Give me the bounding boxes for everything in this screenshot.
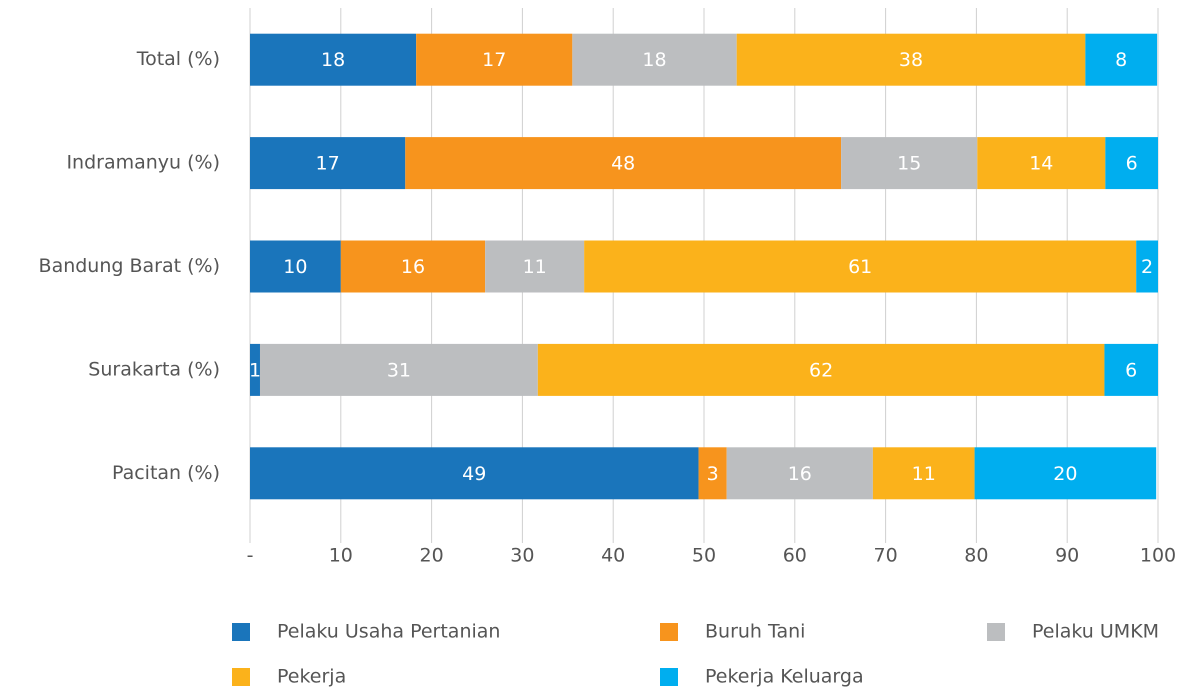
legend-swatch — [232, 623, 250, 641]
bar-segment — [841, 137, 978, 190]
data-label: 62 — [809, 359, 833, 381]
x-tick-label: 100 — [1140, 545, 1176, 567]
legend-label: Pelaku Usaha Pertanian — [277, 621, 500, 643]
bar-segment — [537, 343, 1105, 396]
y-tick-label: Bandung Barat (%) — [39, 255, 220, 277]
data-label: 11 — [912, 463, 936, 485]
bar-segment — [416, 33, 573, 86]
x-tick-label: - — [247, 545, 254, 567]
bar-segment — [736, 33, 1086, 86]
data-label: 31 — [387, 359, 411, 381]
data-label: 14 — [1029, 153, 1053, 175]
bar-segment — [1105, 137, 1158, 190]
data-label: 38 — [899, 49, 923, 71]
data-label: 1 — [249, 359, 261, 381]
bar-segment — [584, 240, 1137, 293]
bar-segment — [250, 240, 341, 293]
y-tick-label: Surakarta (%) — [88, 358, 220, 380]
data-label: 20 — [1053, 463, 1077, 485]
data-label: 17 — [316, 153, 340, 175]
y-tick-label: Total (%) — [136, 48, 220, 70]
data-label: 10 — [283, 256, 307, 278]
x-tick-label: 30 — [510, 545, 534, 567]
data-label: 17 — [482, 49, 506, 71]
bar-segment — [572, 33, 737, 86]
data-label: 11 — [523, 256, 547, 278]
x-tick-label: 20 — [420, 545, 444, 567]
x-tick-label: 80 — [964, 545, 988, 567]
legend-swatch — [660, 668, 678, 686]
bar-segment — [726, 447, 873, 500]
data-label: 6 — [1125, 359, 1137, 381]
data-label: 48 — [611, 153, 635, 175]
legend-label: Pelaku UMKM — [1032, 621, 1159, 643]
data-label: 15 — [897, 153, 921, 175]
x-tick-label: 50 — [692, 545, 716, 567]
y-tick-label: Indramanyu (%) — [66, 152, 220, 174]
bar-segment — [1104, 343, 1158, 396]
bar-segment — [405, 137, 842, 190]
legend-swatch — [660, 623, 678, 641]
data-label: 2 — [1141, 256, 1153, 278]
data-label: 16 — [401, 256, 425, 278]
bar-segment — [259, 343, 538, 396]
x-tick-label: 60 — [783, 545, 807, 567]
bar-segment — [250, 343, 260, 396]
bar-segment — [340, 240, 486, 293]
x-tick-label: 10 — [329, 545, 353, 567]
x-tick-label: 90 — [1055, 545, 1079, 567]
bar-segment — [485, 240, 585, 293]
data-label: 6 — [1126, 153, 1138, 175]
bar-segment — [698, 447, 727, 500]
y-tick-label: Pacitan (%) — [112, 462, 220, 484]
legend-label: Pekerja — [277, 666, 346, 688]
bar-segment — [1085, 33, 1158, 86]
legend-swatch — [987, 623, 1005, 641]
legend-label: Pekerja Keluarga — [705, 666, 864, 688]
bar-segment — [250, 33, 417, 86]
bar-segment — [250, 137, 406, 190]
legend-swatch — [232, 668, 250, 686]
data-label: 3 — [707, 463, 719, 485]
data-label: 18 — [642, 49, 666, 71]
x-tick-label: 70 — [874, 545, 898, 567]
data-label: 8 — [1115, 49, 1127, 71]
bar-segment — [250, 447, 699, 500]
x-tick-label: 40 — [601, 545, 625, 567]
bar-segment — [974, 447, 1157, 500]
data-label: 61 — [848, 256, 872, 278]
data-label: 18 — [321, 49, 345, 71]
data-label: 16 — [788, 463, 812, 485]
data-label: 49 — [462, 463, 486, 485]
bar-segment — [872, 447, 975, 500]
bar-segment — [977, 137, 1106, 190]
legend-label: Buruh Tani — [705, 621, 805, 643]
bar-segment — [1136, 240, 1158, 293]
